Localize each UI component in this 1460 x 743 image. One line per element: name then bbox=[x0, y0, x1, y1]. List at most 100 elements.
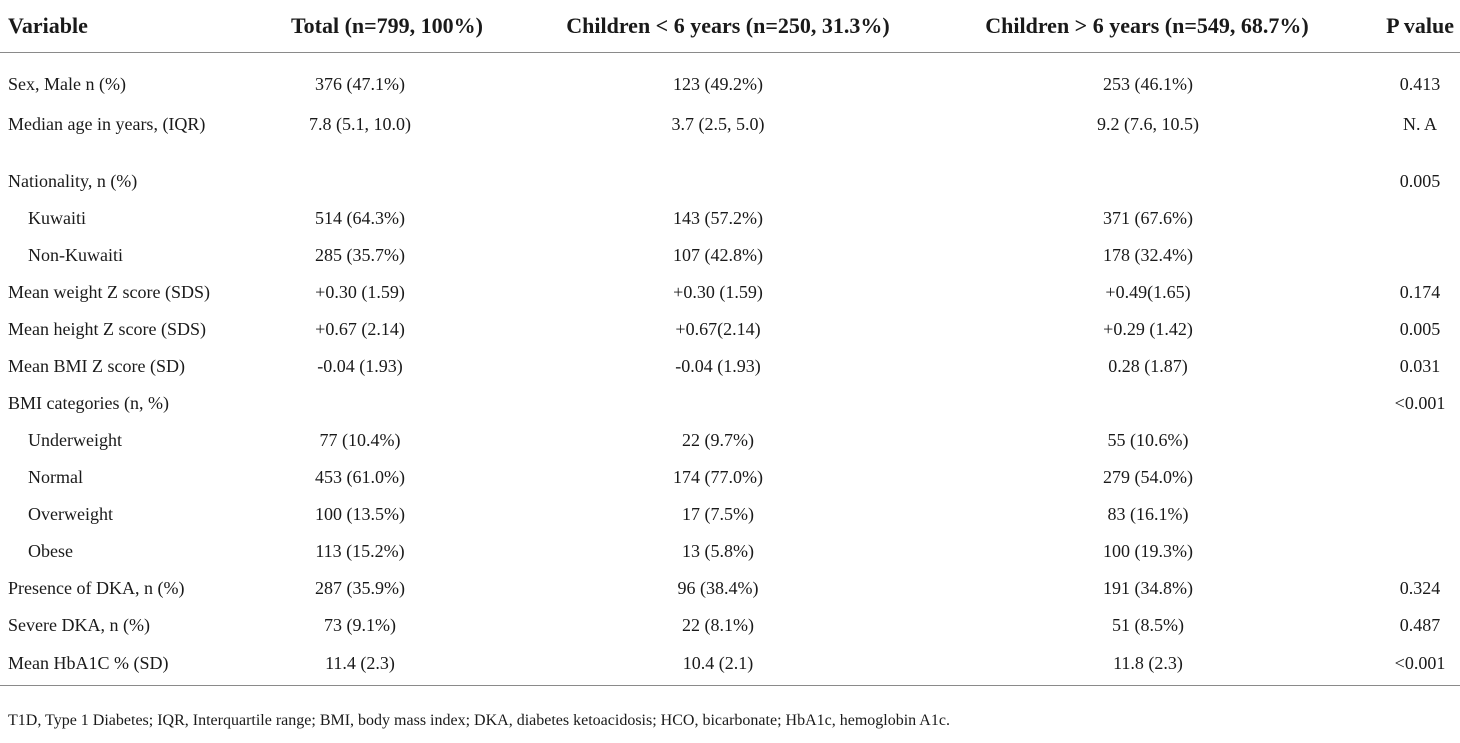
cell-p-value: 0.413 bbox=[1399, 73, 1441, 94]
table-row: Obese 113 (15.2%) 13 (5.8%) 100 (19.3%) bbox=[0, 532, 1460, 569]
cell-p-value: 0.031 bbox=[1399, 355, 1441, 376]
table-row: Non-Kuwaiti 285 (35.7%) 107 (42.8%) 178 … bbox=[0, 236, 1460, 273]
cell-variable: Underweight bbox=[28, 429, 122, 450]
table-row: Normal 453 (61.0%) 174 (77.0%) 279 (54.0… bbox=[0, 458, 1460, 495]
cell-under-6: 17 (7.5%) bbox=[682, 503, 754, 524]
table-row: Mean weight Z score (SDS) +0.30 (1.59) +… bbox=[0, 273, 1460, 310]
characteristics-table-container: Variable Total (n=799, 100%) Children < … bbox=[0, 0, 1460, 686]
table-row: Mean HbA1C % (SD) 11.4 (2.3) 10.4 (2.1) … bbox=[0, 643, 1460, 686]
cell-p-value: 0.174 bbox=[1399, 281, 1441, 302]
cell-under-6 bbox=[512, 384, 944, 421]
table-row: Underweight 77 (10.4%) 22 (9.7%) 55 (10.… bbox=[0, 421, 1460, 458]
cell-under-6: 96 (38.4%) bbox=[677, 577, 759, 598]
cell-p-value bbox=[1350, 421, 1460, 458]
cell-variable: Nationality, n (%) bbox=[8, 170, 138, 191]
cell-total bbox=[262, 384, 512, 421]
cell-total: 73 (9.1%) bbox=[324, 614, 396, 635]
cell-p-value: 0.324 bbox=[1399, 577, 1441, 598]
cell-over-6: 0.28 (1.87) bbox=[1108, 355, 1188, 376]
cell-over-6 bbox=[944, 384, 1350, 421]
cell-variable: Overweight bbox=[28, 503, 113, 524]
cell-over-6: 178 (32.4%) bbox=[1103, 244, 1193, 265]
header-total: Total (n=799, 100%) bbox=[262, 0, 512, 53]
cell-over-6: 253 (46.1%) bbox=[1103, 73, 1193, 94]
cell-under-6: 174 (77.0%) bbox=[673, 466, 763, 487]
table-row: Median age in years, (IQR) 7.8 (5.1, 10.… bbox=[0, 106, 1460, 162]
cell-variable: Mean BMI Z score (SD) bbox=[8, 355, 185, 376]
cell-p-value: 0.005 bbox=[1399, 318, 1441, 339]
cell-total: 376 (47.1%) bbox=[315, 73, 405, 94]
cell-total: 77 (10.4%) bbox=[319, 429, 401, 450]
table-row: Mean BMI Z score (SD) -0.04 (1.93) -0.04… bbox=[0, 347, 1460, 384]
cell-variable: Kuwaiti bbox=[28, 207, 86, 228]
cell-p-value: <0.001 bbox=[1394, 392, 1446, 413]
table-row: Kuwaiti 514 (64.3%) 143 (57.2%) 371 (67.… bbox=[0, 199, 1460, 236]
cell-total: 11.4 (2.3) bbox=[262, 643, 512, 686]
cell-p-value: N. A bbox=[1402, 114, 1437, 134]
cell-under-6: +0.67(2.14) bbox=[675, 318, 761, 339]
cell-variable: Mean HbA1C % (SD) bbox=[0, 643, 262, 686]
cell-total: 7.8 (5.1, 10.0) bbox=[309, 114, 411, 134]
cell-variable: Obese bbox=[28, 540, 73, 561]
cell-variable: Mean weight Z score (SDS) bbox=[8, 281, 210, 302]
cell-total: +0.30 (1.59) bbox=[315, 281, 405, 302]
cell-over-6: +0.49(1.65) bbox=[1105, 281, 1191, 302]
cell-over-6: 83 (16.1%) bbox=[1107, 503, 1189, 524]
header-p-value: P value bbox=[1350, 0, 1460, 53]
cell-variable: Median age in years, (IQR) bbox=[8, 114, 206, 134]
cell-p-value bbox=[1350, 495, 1460, 532]
cell-variable: Sex, Male n (%) bbox=[8, 73, 126, 94]
table-row: BMI categories (n, %) <0.001 bbox=[0, 384, 1460, 421]
cell-variable: Normal bbox=[28, 466, 83, 487]
cell-p-value: 0.487 bbox=[1399, 614, 1441, 635]
cell-total: 514 (64.3%) bbox=[315, 207, 405, 228]
cell-total: +0.67 (2.14) bbox=[315, 318, 405, 339]
cell-variable: Severe DKA, n (%) bbox=[8, 614, 150, 635]
cell-p-value bbox=[1350, 458, 1460, 495]
cell-under-6: 22 (8.1%) bbox=[682, 614, 754, 635]
header-variable: Variable bbox=[0, 0, 262, 53]
cell-total: 285 (35.7%) bbox=[315, 244, 405, 265]
cell-under-6: 123 (49.2%) bbox=[673, 73, 763, 94]
cell-under-6: 3.7 (2.5, 5.0) bbox=[671, 114, 765, 134]
cell-over-6: 55 (10.6%) bbox=[1107, 429, 1189, 450]
table-row: Overweight 100 (13.5%) 17 (7.5%) 83 (16.… bbox=[0, 495, 1460, 532]
cell-under-6: +0.30 (1.59) bbox=[673, 281, 763, 302]
cell-over-6: 191 (34.8%) bbox=[1103, 577, 1193, 598]
cell-total: 453 (61.0%) bbox=[315, 466, 405, 487]
cell-under-6: -0.04 (1.93) bbox=[675, 355, 761, 376]
cell-under-6: 10.4 (2.1) bbox=[512, 643, 944, 686]
cell-total: 287 (35.9%) bbox=[315, 577, 405, 598]
cell-variable: Non-Kuwaiti bbox=[28, 244, 123, 265]
table-row: Presence of DKA, n (%) 287 (35.9%) 96 (3… bbox=[0, 569, 1460, 606]
cell-over-6: 51 (8.5%) bbox=[1112, 614, 1184, 635]
cell-p-value: 0.005 bbox=[1399, 170, 1441, 191]
table-header-row: Variable Total (n=799, 100%) Children < … bbox=[0, 0, 1460, 53]
cell-total: -0.04 (1.93) bbox=[317, 355, 403, 376]
cell-under-6: 13 (5.8%) bbox=[682, 540, 754, 561]
cell-over-6: 279 (54.0%) bbox=[1103, 466, 1193, 487]
table-row: Mean height Z score (SDS) +0.67 (2.14) +… bbox=[0, 310, 1460, 347]
cell-over-6: 9.2 (7.6, 10.5) bbox=[1097, 114, 1199, 134]
cell-variable: BMI categories (n, %) bbox=[8, 392, 169, 413]
cell-p-value bbox=[1350, 532, 1460, 569]
header-over-6: Children > 6 years (n=549, 68.7%) bbox=[944, 0, 1350, 53]
cell-under-6: 143 (57.2%) bbox=[673, 207, 763, 228]
cell-over-6: 11.8 (2.3) bbox=[944, 643, 1350, 686]
cell-total: 113 (15.2%) bbox=[315, 540, 405, 561]
cell-under-6 bbox=[512, 162, 944, 199]
table-row: Sex, Male n (%) 376 (47.1%) 123 (49.2%) … bbox=[0, 53, 1460, 107]
characteristics-table: Variable Total (n=799, 100%) Children < … bbox=[0, 0, 1460, 686]
cell-variable: Mean height Z score (SDS) bbox=[8, 318, 206, 339]
cell-over-6: 100 (19.3%) bbox=[1103, 540, 1193, 561]
cell-p-value bbox=[1350, 236, 1460, 273]
cell-total: 100 (13.5%) bbox=[315, 503, 405, 524]
table-row: Severe DKA, n (%) 73 (9.1%) 22 (8.1%) 51… bbox=[0, 606, 1460, 643]
cell-p-value: <0.001 bbox=[1350, 643, 1460, 686]
table-footnote: T1D, Type 1 Diabetes; IQR, Interquartile… bbox=[8, 712, 950, 729]
cell-under-6: 107 (42.8%) bbox=[673, 244, 763, 265]
cell-over-6 bbox=[944, 162, 1350, 199]
cell-over-6: 371 (67.6%) bbox=[1103, 207, 1193, 228]
cell-p-value bbox=[1350, 199, 1460, 236]
table-row: Nationality, n (%) 0.005 bbox=[0, 162, 1460, 199]
